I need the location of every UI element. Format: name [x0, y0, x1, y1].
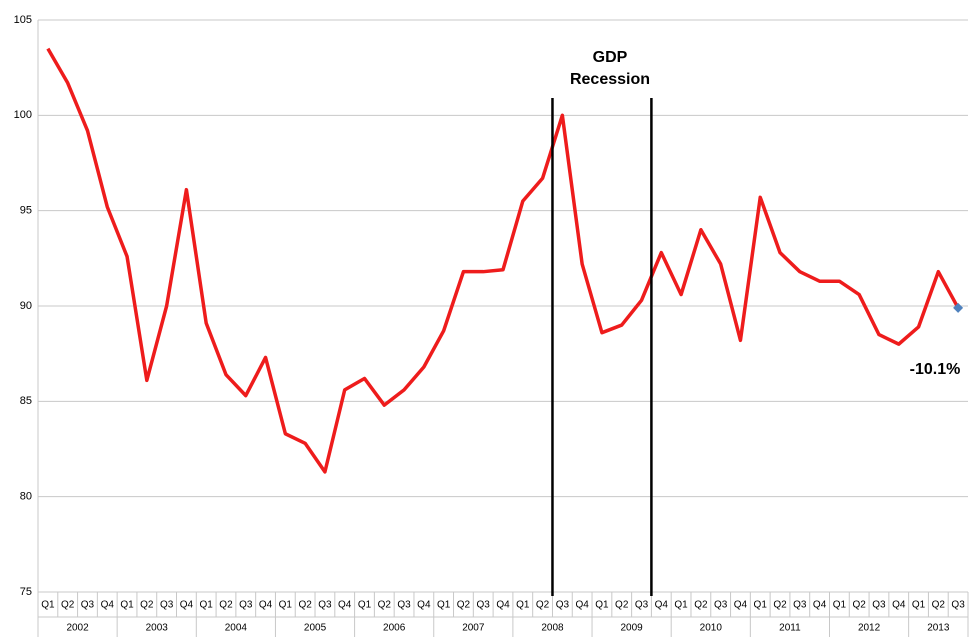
x-tick-label: Q2	[852, 600, 866, 611]
x-tick-label: Q1	[674, 600, 688, 611]
x-tick-label: Q1	[437, 600, 451, 611]
x-tick-label: Q3	[793, 600, 807, 611]
y-tick-label: 105	[14, 14, 32, 26]
x-tick-label: Q3	[714, 600, 728, 611]
y-tick-label: 90	[20, 300, 32, 312]
year-label: 2002	[66, 623, 89, 634]
x-tick-label: Q4	[338, 600, 352, 611]
x-tick-label: Q1	[358, 600, 372, 611]
x-tick-label: Q4	[259, 600, 273, 611]
x-tick-label: Q2	[219, 600, 233, 611]
year-label: 2006	[383, 623, 406, 634]
year-label: 2005	[304, 623, 327, 634]
y-tick-label: 85	[20, 395, 32, 407]
year-label: 2013	[927, 623, 950, 634]
last-point-marker	[953, 302, 964, 313]
y-tick-label: 80	[20, 491, 32, 503]
year-label: 2012	[858, 623, 881, 634]
x-tick-label: Q2	[773, 600, 787, 611]
x-tick-label: Q3	[951, 600, 965, 611]
year-label: 2010	[700, 623, 723, 634]
x-tick-label: Q4	[575, 600, 589, 611]
x-tick-label: Q4	[496, 600, 510, 611]
x-tick-label: Q1	[279, 600, 293, 611]
data-line	[46, 47, 960, 474]
x-tick-label: Q4	[813, 600, 827, 611]
x-tick-label: Q2	[378, 600, 392, 611]
x-tick-label: Q2	[615, 600, 629, 611]
annotation: Recession	[570, 71, 650, 88]
x-tick-label: Q3	[477, 600, 491, 611]
x-tick-label: Q4	[734, 600, 748, 611]
x-tick-label: Q2	[61, 600, 75, 611]
year-label: 2009	[620, 623, 643, 634]
x-tick-label: Q1	[912, 600, 926, 611]
x-tick-label: Q2	[536, 600, 550, 611]
x-tick-label: Q2	[140, 600, 154, 611]
x-tick-label: Q3	[160, 600, 174, 611]
year-label: 2007	[462, 623, 485, 634]
x-tick-label: Q3	[556, 600, 570, 611]
x-tick-label: Q3	[635, 600, 649, 611]
x-tick-label: Q1	[120, 600, 134, 611]
x-tick-label: Q3	[318, 600, 332, 611]
x-tick-label: Q4	[892, 600, 906, 611]
x-tick-label: Q2	[457, 600, 471, 611]
x-tick-label: Q3	[397, 600, 411, 611]
x-tick-label: Q3	[872, 600, 886, 611]
year-label: 2008	[541, 623, 564, 634]
x-tick-label: Q3	[239, 600, 253, 611]
x-tick-label: Q1	[41, 600, 55, 611]
annotation: GDP	[593, 49, 628, 66]
x-tick-label: Q1	[754, 600, 768, 611]
y-tick-label: 75	[20, 586, 32, 598]
y-tick-label: 95	[20, 205, 32, 217]
x-tick-label: Q2	[298, 600, 312, 611]
x-tick-label: Q4	[655, 600, 669, 611]
x-tick-label: Q1	[200, 600, 214, 611]
x-tick-label: Q2	[694, 600, 708, 611]
year-label: 2011	[779, 623, 801, 634]
x-tick-label: Q1	[833, 600, 847, 611]
annotation: -10.1%	[910, 361, 961, 378]
x-tick-label: Q4	[180, 600, 194, 611]
x-tick-label: Q1	[516, 600, 530, 611]
x-tick-label: Q2	[932, 600, 946, 611]
y-tick-label: 100	[14, 109, 32, 121]
x-tick-label: Q4	[101, 600, 115, 611]
year-label: 2004	[225, 623, 248, 634]
x-tick-label: Q3	[81, 600, 95, 611]
x-tick-label: Q4	[417, 600, 431, 611]
x-tick-label: Q1	[595, 600, 609, 611]
year-label: 2003	[146, 623, 169, 634]
